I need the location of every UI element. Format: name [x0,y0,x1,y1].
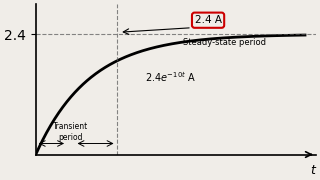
Text: $2.4e^{-10t}$ A: $2.4e^{-10t}$ A [145,70,196,84]
Text: Steady-state period: Steady-state period [183,38,266,47]
Text: 2.4 A: 2.4 A [195,15,221,25]
Text: Transient
period: Transient period [53,122,88,142]
Text: t: t [311,164,316,177]
